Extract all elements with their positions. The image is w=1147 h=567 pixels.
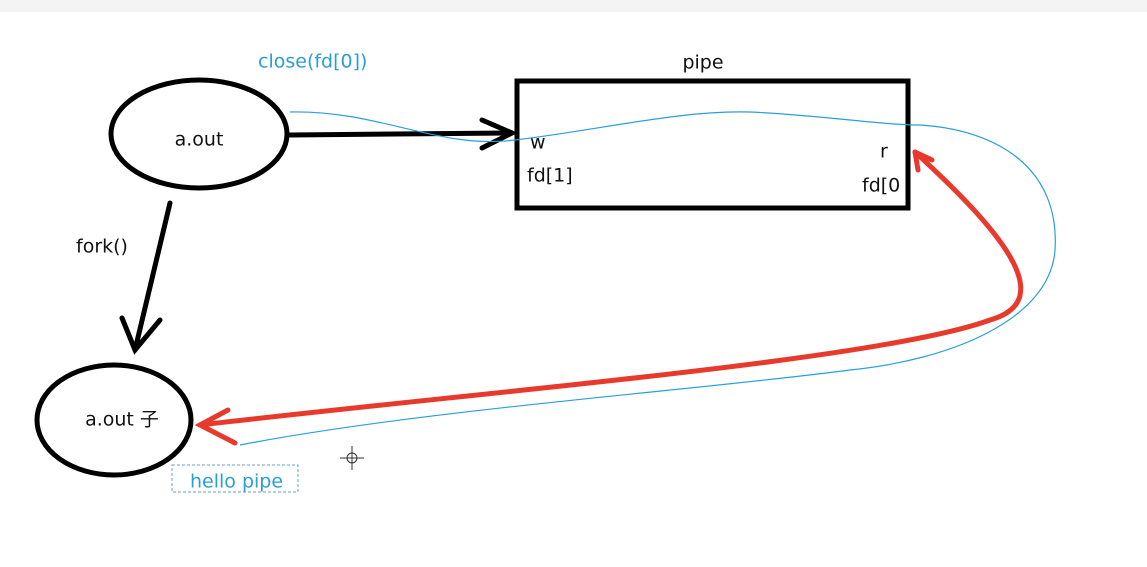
pipe-title: pipe xyxy=(682,52,723,74)
fork-label: fork() xyxy=(76,236,128,258)
top-strip xyxy=(0,0,1147,12)
node-label: a.out 子 xyxy=(85,409,159,431)
write-arrow xyxy=(287,117,518,151)
hello-label: hello pipe xyxy=(190,471,283,493)
fork-arrow xyxy=(119,200,173,355)
read-arrow xyxy=(194,149,1024,446)
pipe-label: w xyxy=(530,132,546,154)
text-box xyxy=(171,464,299,493)
pipe-box xyxy=(514,78,911,211)
flow-line xyxy=(239,111,1056,446)
pipe-label: fd[0 xyxy=(862,175,900,197)
crosshair xyxy=(340,446,364,470)
parent-node xyxy=(108,77,290,191)
pipe-label: r xyxy=(880,141,888,163)
child-node xyxy=(34,362,194,478)
close-label: close(fd[0]) xyxy=(258,51,367,73)
node-label: a.out xyxy=(175,129,224,151)
pipe-label: fd[1] xyxy=(527,165,573,187)
